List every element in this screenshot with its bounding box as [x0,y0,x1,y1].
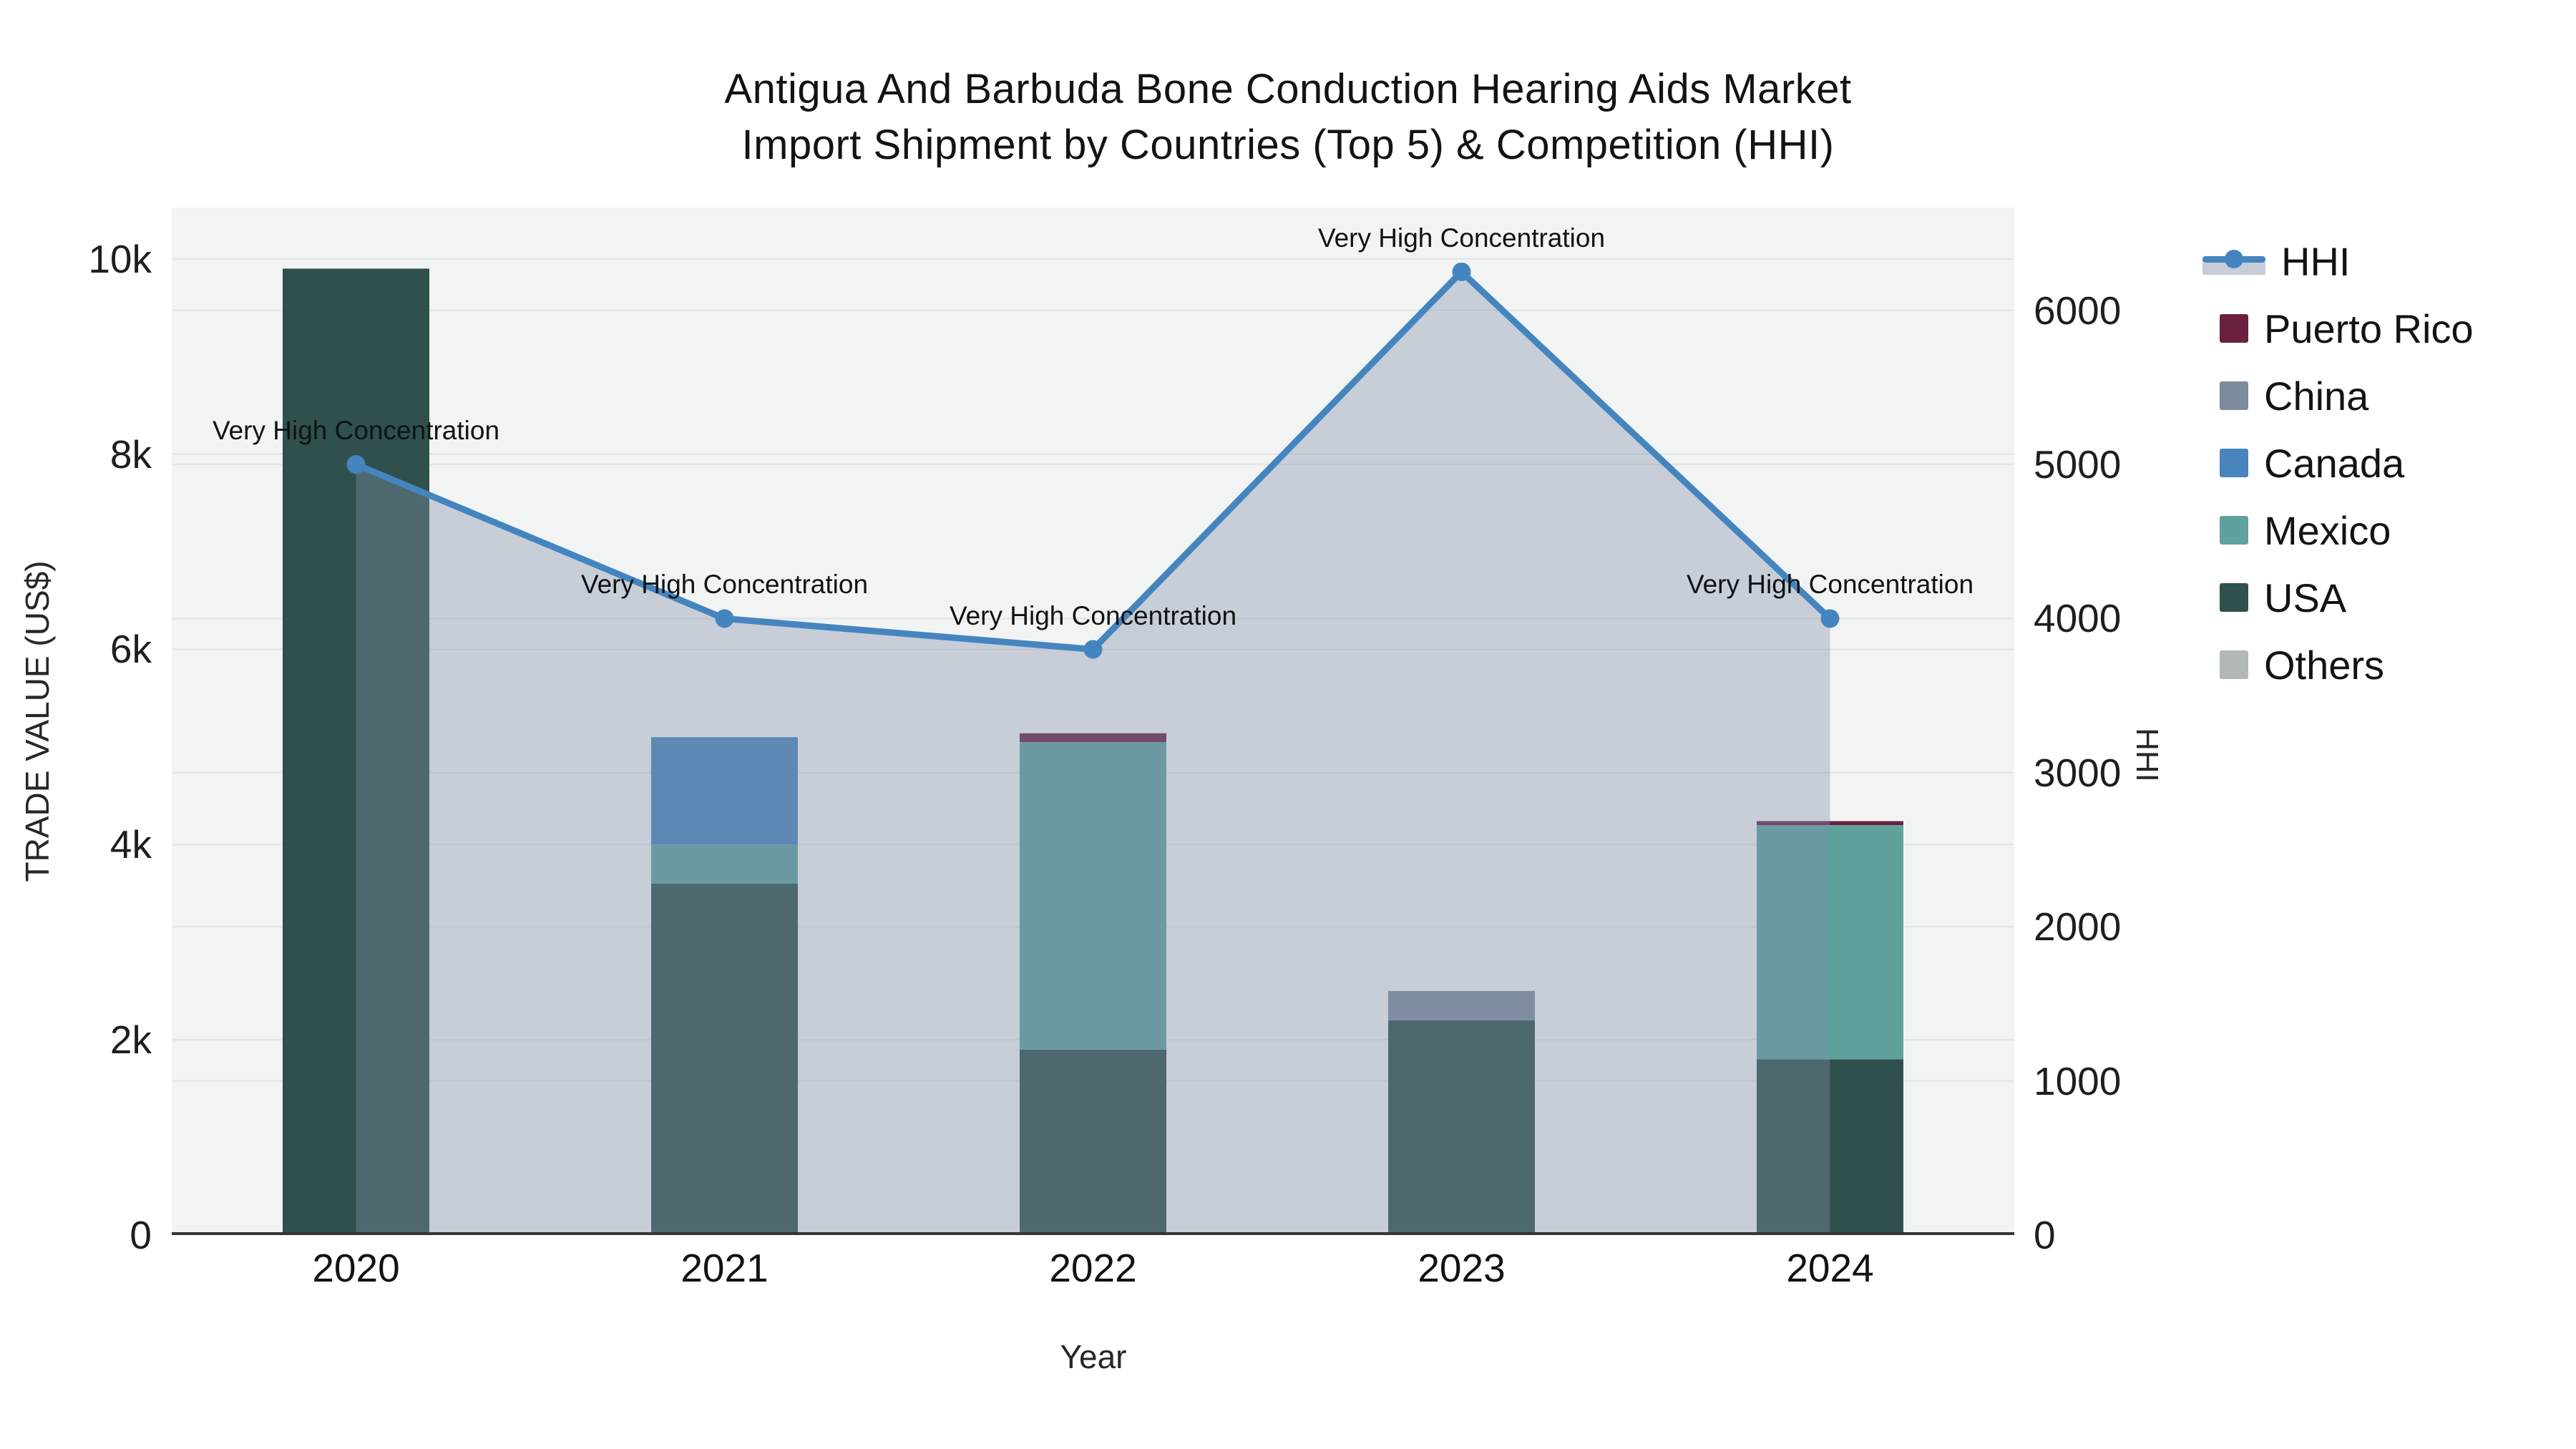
y-left-tick-4k: 4k [109,822,152,867]
legend: HHI Puerto Rico China Canada Mexico USA Others [2202,228,2474,698]
bar-segment-puerto-rico-2022 [1020,733,1166,743]
hhi-area-sample [2202,262,2265,275]
plot-canvas [172,258,2014,1235]
hhi-marker-2023[interactable] [1452,262,1471,281]
legend-item-hhi[interactable]: HHI [2202,228,2474,295]
x-tick-2020: 2020 [312,1246,400,1290]
bar-segment-usa-2022 [1020,1049,1166,1235]
y-left-tick-0: 0 [130,1213,152,1257]
hhi-marker-2021[interactable] [715,609,734,628]
legend-swatch-others [2220,650,2248,679]
y-left-tick-8k: 8k [109,431,152,477]
legend-swatch-china [2220,381,2248,410]
legend-label-china: China [2264,373,2369,419]
legend-item-usa[interactable]: USA [2202,564,2474,631]
chart-title: Antigua And Barbuda Bone Conduction Hear… [0,62,2576,174]
annotation-2023: Very High Concentration [1317,223,1606,253]
y-right-tick-2000: 2000 [2034,904,2122,950]
legend-swatch-canada [2220,449,2248,477]
y-right-tick-3000: 3000 [2034,750,2122,795]
legend-item-china[interactable]: China [2202,362,2474,429]
plot-area: Very High Concentration Very High Concent… [172,208,2014,1235]
x-tick-2024: 2024 [1786,1246,1874,1290]
legend-item-canada[interactable]: Canada [2202,429,2474,497]
legend-label-mexico: Mexico [2264,507,2391,553]
x-tick-2021: 2021 [680,1246,769,1290]
chart-title-line2: Import Shipment by Countries (Top 5) & C… [741,122,1835,169]
bar-segment-usa-2024 [1757,1059,1903,1235]
legend-label-puerto-rico: Puerto Rico [2264,306,2474,351]
chart-title-line1: Antigua And Barbuda Bone Conduction Hear… [724,66,1852,112]
hhi-marker-2024[interactable] [1820,609,1840,628]
annotation-2020: Very High Concentration [212,416,500,446]
bar-segment-canada-2021 [651,737,798,845]
legend-label-hhi: HHI [2281,238,2351,284]
hhi-marker-2020[interactable] [346,455,366,474]
bar-segment-usa-2021 [651,883,798,1235]
legend-swatch-usa [2220,583,2248,612]
legend-item-others[interactable]: Others [2202,631,2474,698]
y-right-tick-1000: 1000 [2034,1058,2122,1103]
y-right-tick-0: 0 [2034,1213,2056,1257]
y-left-tick-2k: 2k [109,1018,152,1063]
x-axis-title: Year [1060,1338,1127,1375]
legend-label-others: Others [2264,642,2385,688]
legend-item-puerto-rico[interactable]: Puerto Rico [2202,295,2474,362]
hhi-marker-2022[interactable] [1083,640,1103,659]
y-right-tick-6000: 6000 [2034,288,2122,333]
hhi-marker-glyph [2225,250,2243,268]
y-left-tick-6k: 6k [109,627,152,672]
bar-segment-mexico-2024 [1757,825,1903,1060]
y-left-tick-10k: 10k [88,236,152,281]
y-axis-right-title: HHI [2129,728,2165,782]
legend-item-mexico[interactable]: Mexico [2202,497,2474,564]
legend-label-canada: Canada [2264,440,2405,486]
bar-segment-usa-2023 [1388,1020,1535,1235]
bar-segment-puerto-rico-2024 [1757,821,1903,826]
bar-segment-mexico-2021 [651,844,798,884]
x-tick-2023: 2023 [1418,1246,1506,1290]
legend-label-usa: USA [2264,575,2347,620]
hhi-area-fill [356,271,1830,1235]
bar-segment-mexico-2022 [1020,742,1166,1050]
legend-swatch-mexico [2220,516,2248,545]
bar-segment-usa-2020 [283,268,429,1235]
y-right-tick-5000: 5000 [2034,442,2122,487]
annotation-2024: Very High Concentration [1686,570,1974,600]
x-tick-2022: 2022 [1049,1246,1137,1290]
y-right-tick-4000: 4000 [2034,596,2122,641]
bar-segment-china-2023 [1388,990,1535,1020]
annotation-2021: Very High Concentration [580,570,869,600]
hhi-line-sample-icon [2202,245,2265,278]
legend-swatch-puerto-rico [2220,314,2248,343]
annotation-2022: Very High Concentration [949,600,1237,630]
